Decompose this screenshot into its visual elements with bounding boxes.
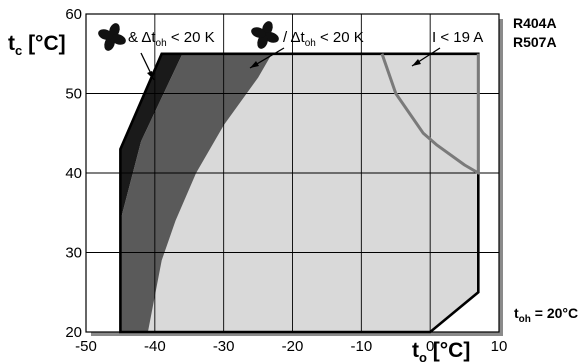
x-tick-label: -50 <box>75 338 97 355</box>
svg-text:/ Δtoh < 20 K: / Δtoh < 20 K <box>283 29 364 49</box>
annotation-fan-or-superheat-text: / Δt <box>283 29 306 46</box>
x-tick-label: -40 <box>144 338 166 355</box>
annotation-current-limit-text: I < 19 A <box>432 29 483 46</box>
x-tick-label: 0 <box>426 338 434 355</box>
y-tick-label: 50 <box>65 86 82 103</box>
svg-text:& Δtoh < 20 K: & Δtoh < 20 K <box>128 29 215 49</box>
annotation-fan-and-superheat-sub: oh <box>156 38 167 49</box>
fan-icon <box>251 21 279 49</box>
y-axis-label-unit: [°C] <box>22 32 65 55</box>
x-axis-label-unit: [°C] <box>427 339 470 362</box>
superheat-condition-main: t <box>514 305 519 321</box>
x-tick-label: -30 <box>213 338 235 355</box>
annotation-fan-or-superheat-sub: oh <box>305 38 316 49</box>
refrigerant-label-1: R404A <box>513 15 557 31</box>
fan-icon <box>98 23 126 51</box>
current-limit-curve <box>380 53 480 175</box>
superheat-condition-label: toh = 20°C <box>514 305 578 325</box>
x-axis-label-main: t <box>412 339 419 362</box>
annotation-current-limit: I < 19 A <box>411 29 483 67</box>
refrigerant-label-2: R507A <box>513 34 557 50</box>
y-tick-label: 30 <box>65 245 82 262</box>
x-tick-label: -20 <box>282 338 304 355</box>
x-axis-label-sub: o <box>419 350 427 364</box>
region-fan-or-superheat <box>120 53 272 333</box>
x-tick-label: 10 <box>491 338 508 355</box>
x-tick-label: -10 <box>350 338 372 355</box>
annotation-fan-and-superheat-text: & Δt <box>128 29 156 46</box>
y-tick-label: 60 <box>65 6 82 23</box>
x-axis-label: to [°C] <box>412 339 470 364</box>
y-tick-label: 20 <box>65 324 82 341</box>
superheat-condition-rest: = 20°C <box>531 305 578 321</box>
y-tick-label: 40 <box>65 165 82 182</box>
annotation-fan-or-superheat-rest: < 20 K <box>316 29 364 46</box>
region-fan-and-superheat <box>120 53 183 333</box>
y-axis-label: tc [°C] <box>8 32 66 58</box>
annotation-fan-and-superheat-rest: < 20 K <box>167 29 215 46</box>
y-axis-label-sub: c <box>15 43 22 58</box>
annotation-fan-or-superheat: / Δtoh < 20 K <box>249 21 364 69</box>
superheat-condition-sub: oh <box>519 314 531 325</box>
annotation-fan-and-superheat: & Δtoh < 20 K <box>98 23 215 81</box>
y-axis-label-main: t <box>8 32 15 55</box>
